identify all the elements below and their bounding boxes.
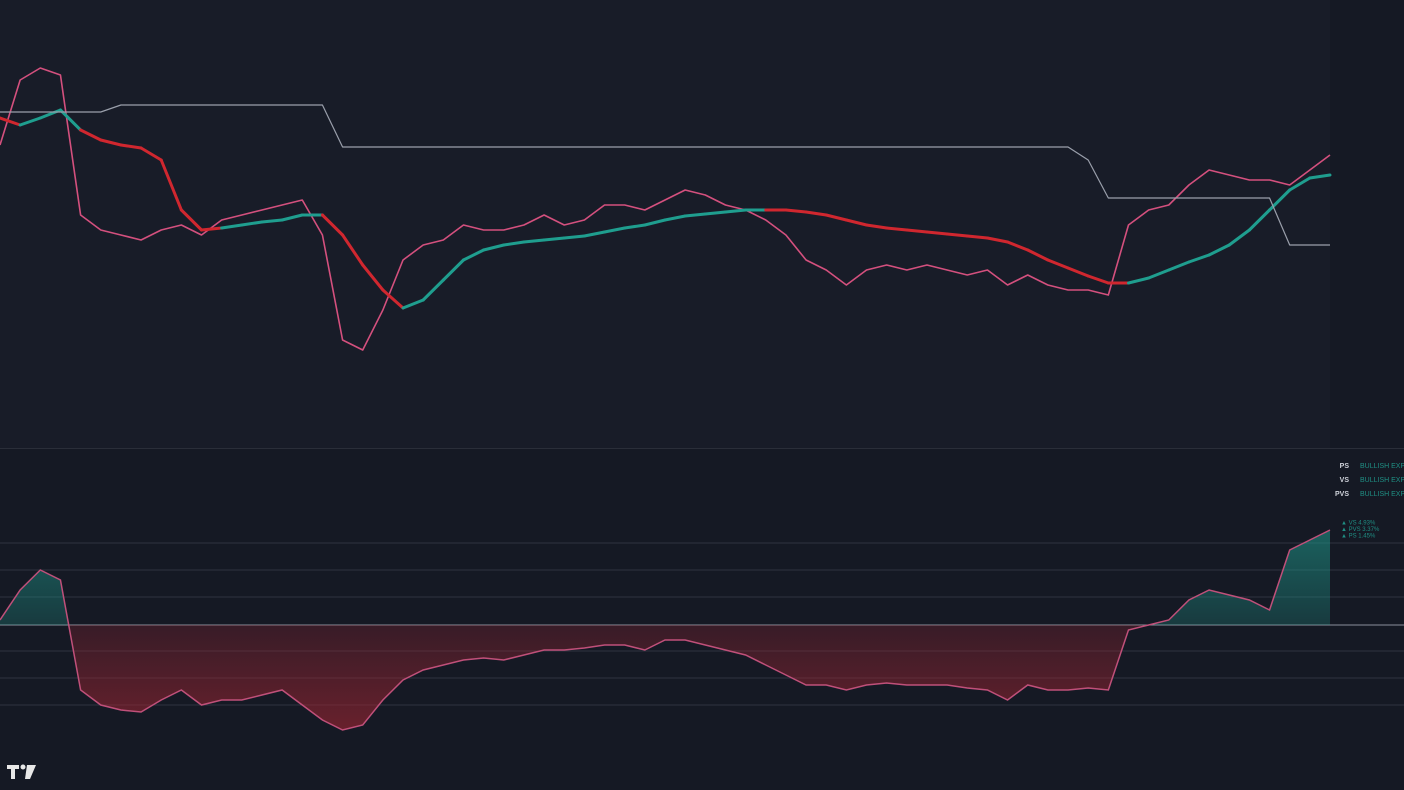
moving-average-segment — [1066, 266, 1090, 278]
moving-average-segment — [18, 116, 42, 127]
moving-average-segment — [824, 213, 848, 222]
moving-average-segment — [179, 208, 204, 232]
legend-stat: ▲ PS 1.45% — [1341, 534, 1376, 540]
moving-average-segment — [784, 208, 808, 214]
moving-average-segment — [381, 288, 405, 310]
moving-average-segment — [119, 143, 143, 150]
moving-average-segment — [401, 298, 425, 310]
level-step-line — [0, 104, 1330, 246]
moving-average-segment — [159, 158, 183, 212]
moving-average-segment — [905, 228, 929, 234]
legend-stat: ▲ VS 4.93% — [1341, 521, 1376, 527]
moving-average-segment — [562, 234, 586, 240]
moving-average-segment — [582, 230, 607, 238]
moving-average-segment — [663, 214, 687, 222]
moving-average-segment — [1046, 258, 1070, 270]
moving-average-segment — [1006, 240, 1030, 252]
legend-status: BULLISH EXPAN — [1360, 463, 1404, 470]
moving-average-segment — [441, 258, 465, 282]
moving-average-segment — [542, 236, 566, 242]
moving-average-segment — [965, 234, 989, 240]
moving-average-segment — [865, 223, 889, 230]
moving-average-segment — [703, 210, 727, 216]
legend-status: BULLISH EXPAN — [1360, 477, 1404, 484]
oscillator-area — [0, 530, 1330, 730]
moving-average-segment — [603, 226, 627, 234]
moving-average-segment — [280, 213, 304, 222]
moving-average-segment — [1288, 176, 1312, 192]
legend: PS BULLISH EXPAN VS BULLISH EXPAN PVS BULLISH… — [1335, 463, 1404, 540]
moving-average-segment — [482, 243, 506, 252]
moving-average-segment — [220, 223, 244, 230]
moving-average-segment — [260, 218, 284, 224]
moving-average-segment — [885, 226, 909, 232]
price-pane — [0, 0, 1330, 448]
moving-average-segment — [38, 108, 62, 120]
moving-average-segment — [1227, 228, 1251, 247]
moving-average-segment — [522, 238, 546, 244]
tradingview-logo — [7, 764, 36, 779]
price-line — [0, 67, 1331, 351]
moving-average-segment — [1147, 268, 1171, 280]
moving-average-segment — [1026, 248, 1050, 262]
moving-average-segment — [99, 138, 123, 147]
moving-average-segment — [925, 230, 949, 236]
legend-key: VS — [1340, 477, 1350, 484]
moving-average-segment — [341, 233, 365, 267]
moving-average-segment — [200, 226, 224, 232]
moving-average-segment — [361, 263, 385, 292]
moving-average-segment — [58, 108, 83, 132]
legend-stat: ▲ PVS 3.37% — [1341, 527, 1380, 533]
moving-average-segment — [723, 208, 748, 214]
legend-key: PS — [1340, 463, 1350, 470]
moving-average-segment — [804, 210, 828, 217]
moving-average-segment — [985, 236, 1010, 244]
moving-average-segment — [139, 146, 163, 162]
moving-average-segment — [240, 220, 264, 227]
moving-average-segment — [320, 213, 345, 237]
moving-average-segment — [1086, 274, 1110, 285]
moving-average-segment — [623, 223, 647, 230]
moving-average-segment — [1247, 208, 1272, 232]
oscillator-line — [0, 529, 1331, 731]
moving-average-segment — [502, 240, 526, 247]
moving-average-segment — [461, 248, 486, 262]
moving-average-segment — [1207, 243, 1231, 257]
moving-average-segment — [643, 218, 667, 227]
moving-average-segment — [683, 212, 707, 218]
moving-average-segment — [0, 116, 22, 127]
moving-average-segment — [1167, 260, 1191, 272]
moving-average-segment — [1308, 173, 1332, 180]
moving-average-segment — [945, 232, 969, 238]
moving-average-segment — [1187, 253, 1211, 264]
moving-average-segment — [79, 128, 103, 142]
moving-average-segment — [844, 218, 869, 227]
moving-average-segment — [1126, 276, 1151, 285]
legend-key: PVS — [1335, 491, 1349, 498]
legend-status: BULLISH EXPAN — [1360, 491, 1404, 498]
moving-average-segment — [421, 278, 445, 302]
